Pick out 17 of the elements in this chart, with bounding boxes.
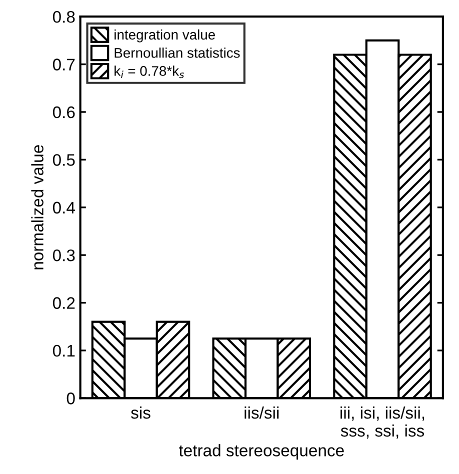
y-axis-title: normalized value — [31, 145, 44, 270]
y-tick-label: 0.4 — [52, 202, 75, 214]
legend-label: Bernoullian statistics — [114, 48, 240, 58]
legend-label: integration value — [114, 29, 215, 42]
y-tick-label: 0 — [66, 392, 75, 404]
y-tick-label: 0.8 — [52, 10, 75, 23]
y-tick-label: 0.1 — [52, 344, 75, 357]
y-tick-label: 0.3 — [52, 249, 75, 262]
y-tick-label: 0.5 — [52, 154, 75, 166]
x-tick-label: sis — [131, 406, 150, 419]
legend-label: k$_{i}$ = 0.78*k$_{s}$ — [114, 66, 184, 78]
x-tick-label: iis/sii — [244, 406, 279, 419]
x-axis-title: tetrad stereosequence — [178, 444, 344, 460]
x-tick-label: iii, isi, iis/sii, sss, ssi, iss — [340, 406, 424, 439]
y-tick-label: 0.7 — [52, 58, 75, 70]
y-tick-label: 0.2 — [52, 297, 75, 309]
y-tick-label: 0.6 — [52, 106, 75, 118]
